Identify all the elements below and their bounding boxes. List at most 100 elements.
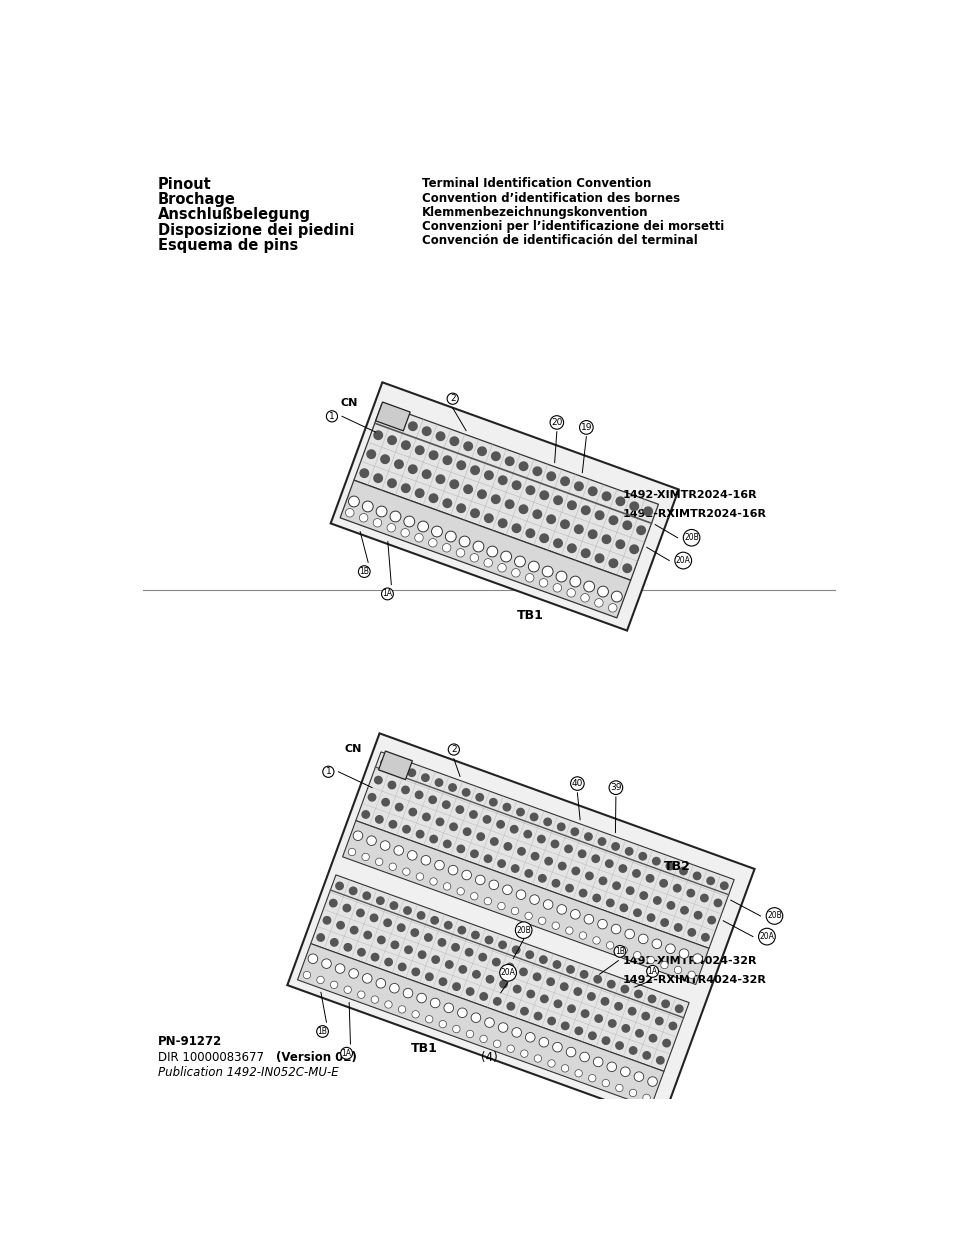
- Circle shape: [497, 860, 505, 867]
- Polygon shape: [342, 820, 708, 984]
- Circle shape: [561, 1023, 568, 1030]
- Circle shape: [587, 993, 595, 1000]
- Circle shape: [601, 492, 610, 500]
- Circle shape: [500, 551, 511, 562]
- Polygon shape: [331, 383, 678, 631]
- Text: Publication 1492-IN052C-MU-E: Publication 1492-IN052C-MU-E: [158, 1066, 338, 1079]
- Circle shape: [645, 874, 653, 882]
- Circle shape: [424, 934, 432, 941]
- Circle shape: [380, 454, 389, 463]
- Text: Anschlußbelegung: Anschlußbelegung: [158, 207, 311, 222]
- Circle shape: [478, 953, 486, 961]
- Circle shape: [362, 973, 372, 983]
- Circle shape: [422, 427, 431, 436]
- Circle shape: [626, 887, 633, 894]
- Circle shape: [429, 494, 437, 503]
- Circle shape: [526, 990, 534, 998]
- Circle shape: [418, 951, 425, 958]
- Circle shape: [595, 511, 603, 520]
- Circle shape: [554, 1000, 561, 1008]
- Circle shape: [574, 988, 581, 995]
- Circle shape: [551, 840, 558, 847]
- Circle shape: [525, 573, 534, 582]
- Circle shape: [479, 1035, 487, 1042]
- Circle shape: [458, 536, 470, 547]
- Circle shape: [503, 842, 511, 850]
- Circle shape: [525, 1032, 535, 1042]
- Circle shape: [693, 872, 700, 879]
- Circle shape: [389, 820, 396, 827]
- Circle shape: [330, 981, 337, 988]
- Circle shape: [411, 929, 418, 936]
- Circle shape: [450, 437, 458, 446]
- Circle shape: [655, 1018, 662, 1025]
- Circle shape: [581, 506, 589, 515]
- Circle shape: [564, 845, 572, 852]
- Circle shape: [574, 482, 582, 490]
- Circle shape: [694, 911, 701, 919]
- Circle shape: [401, 787, 409, 794]
- Circle shape: [401, 484, 410, 493]
- Circle shape: [567, 543, 576, 552]
- Circle shape: [507, 1003, 514, 1010]
- Circle shape: [483, 558, 492, 567]
- Circle shape: [395, 417, 403, 425]
- Circle shape: [592, 936, 599, 944]
- Circle shape: [415, 534, 423, 542]
- Text: 20A: 20A: [759, 932, 774, 941]
- Circle shape: [653, 897, 660, 904]
- Circle shape: [580, 594, 589, 603]
- Circle shape: [316, 976, 324, 983]
- Circle shape: [497, 519, 506, 527]
- Polygon shape: [375, 403, 410, 431]
- Circle shape: [629, 545, 638, 553]
- Circle shape: [431, 526, 442, 537]
- Polygon shape: [355, 752, 734, 948]
- Circle shape: [588, 1074, 596, 1082]
- Circle shape: [456, 806, 463, 814]
- Circle shape: [547, 1060, 555, 1067]
- Circle shape: [597, 587, 608, 597]
- Circle shape: [546, 978, 554, 986]
- Circle shape: [529, 895, 538, 904]
- Circle shape: [349, 887, 356, 894]
- Circle shape: [391, 941, 398, 948]
- Circle shape: [363, 892, 370, 899]
- Circle shape: [463, 442, 472, 451]
- Circle shape: [560, 520, 569, 529]
- Circle shape: [539, 956, 546, 963]
- Circle shape: [388, 782, 395, 789]
- Circle shape: [533, 973, 540, 981]
- Circle shape: [505, 457, 514, 466]
- Circle shape: [387, 524, 395, 532]
- Circle shape: [651, 939, 661, 948]
- Circle shape: [345, 509, 354, 517]
- Circle shape: [514, 556, 525, 567]
- Text: 20B: 20B: [516, 926, 531, 935]
- Circle shape: [567, 1005, 575, 1013]
- Circle shape: [375, 506, 387, 517]
- Circle shape: [608, 604, 617, 613]
- Circle shape: [575, 1028, 582, 1035]
- Circle shape: [606, 899, 614, 906]
- Circle shape: [588, 1032, 596, 1040]
- Circle shape: [520, 1008, 528, 1015]
- Circle shape: [634, 1072, 643, 1082]
- Circle shape: [377, 936, 385, 944]
- Circle shape: [491, 495, 499, 504]
- Circle shape: [398, 963, 405, 971]
- Circle shape: [659, 879, 667, 887]
- Circle shape: [448, 866, 457, 874]
- Circle shape: [448, 784, 456, 792]
- Circle shape: [524, 869, 532, 877]
- Circle shape: [498, 941, 506, 948]
- Circle shape: [407, 851, 416, 860]
- Circle shape: [534, 1013, 541, 1020]
- Circle shape: [422, 471, 431, 478]
- Circle shape: [648, 995, 655, 1003]
- Circle shape: [538, 874, 545, 882]
- Circle shape: [486, 546, 497, 557]
- Circle shape: [595, 555, 603, 562]
- Text: 20B: 20B: [683, 534, 699, 542]
- Circle shape: [572, 867, 578, 874]
